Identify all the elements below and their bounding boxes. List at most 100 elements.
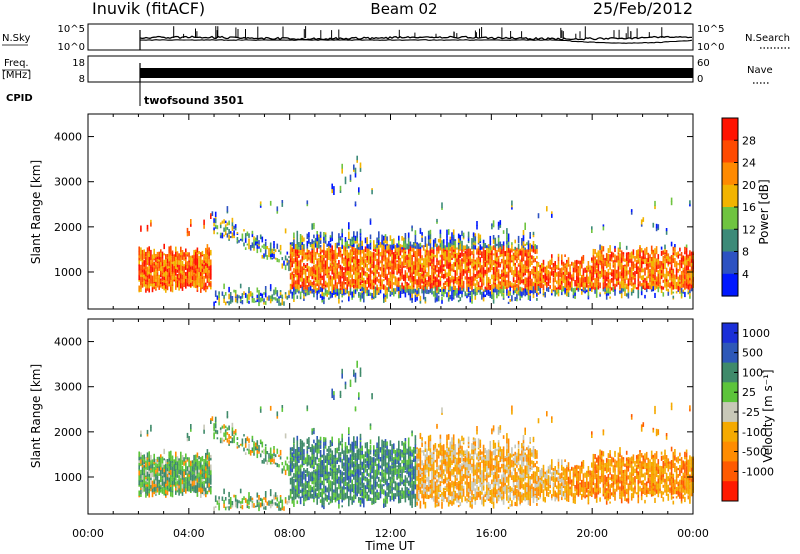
power-cell [306,279,309,284]
power-cell [674,274,676,279]
power-cell [160,252,162,257]
power-cell [210,269,212,275]
power-cell [414,297,417,302]
power-cell [451,278,453,283]
power-cell [138,257,140,261]
power-cell [467,236,470,239]
power-cell [309,290,312,294]
power-cell [306,256,309,262]
velocity-cell [224,425,227,429]
power-cell [562,265,565,271]
power-cell [140,264,142,270]
power-cell [507,281,510,284]
power-cell [373,271,375,276]
power-cell [454,244,457,249]
power-cell [229,236,232,239]
power-cell [426,280,428,285]
power-cell [649,257,651,264]
power-cell [384,244,387,247]
power-cell [344,282,347,285]
power-cell [356,231,358,237]
power-cell [434,281,437,287]
power-cell [417,269,420,272]
power-cell [526,253,528,257]
power-cell [457,275,460,279]
power-cell [286,262,289,266]
power-cell [236,237,239,240]
velocity-cell [219,439,222,444]
power-cell [381,264,383,269]
power-cell [509,292,511,296]
power-cell [637,293,640,299]
power-cell [492,269,495,275]
power-cell [474,295,477,300]
power-cell [524,273,526,276]
power-cell [632,272,635,275]
power-cell [507,247,510,252]
power-cell [477,261,480,264]
power-cell [629,258,631,263]
power-cell [532,281,535,285]
power-cell [391,273,393,278]
power-cell [487,247,490,254]
power-cell [175,278,177,283]
power-cell [248,243,250,250]
power-cell [349,284,352,289]
power-cell [334,287,337,293]
power-cell [163,282,165,286]
power-cell [140,282,142,285]
power-cell [427,250,430,256]
power-cell [587,265,590,268]
power-cell [527,257,530,261]
power-cell [348,283,350,287]
power-cell [536,297,538,301]
power-cell [308,257,310,259]
power-cell [591,229,593,233]
power-cell [685,251,688,257]
power-cell [600,253,603,257]
power-cell [521,261,523,267]
power-cell [146,262,149,266]
power-cell [602,266,605,272]
power-cell [447,242,450,246]
power-cell [304,284,307,290]
power-cell [303,258,305,261]
power-cell [632,249,635,255]
power-cell [411,244,413,248]
power-cell [412,276,415,282]
power-cell [629,267,631,273]
power-cell [582,275,585,279]
power-cell [313,240,315,243]
power-cell [496,276,498,281]
power-cell [379,289,382,294]
power-cell [256,240,259,244]
power-cell [396,277,398,281]
power-cell [326,270,328,274]
power-cell [496,285,498,290]
power-cell [150,222,152,227]
power-cell [437,245,440,252]
power-cell [624,265,626,271]
velocity-cell [170,475,172,481]
velocity-cell [181,488,184,493]
power-cell [311,254,313,260]
power-cell [403,274,405,278]
power-cell [650,265,653,270]
power-cell [549,276,551,280]
power-cell [664,249,666,253]
velocity-cell [153,491,155,495]
power-cell [496,252,498,258]
power-cell [489,258,492,265]
power-cell [404,274,407,278]
power-cell [432,246,435,250]
power-cell [304,254,307,260]
power-cell [472,248,475,255]
power-cell [476,279,478,286]
power-cell [414,230,417,235]
power-cell [677,278,680,282]
power-cell [496,256,498,261]
power-cell [429,235,432,240]
power-cell [163,253,165,256]
power-cell [398,294,400,299]
power-cell [289,289,292,294]
